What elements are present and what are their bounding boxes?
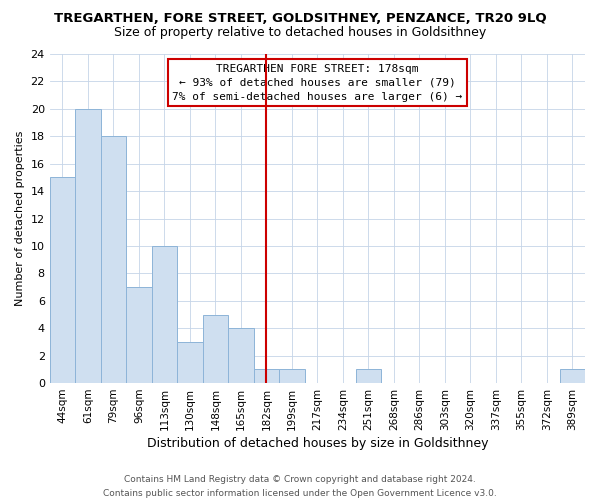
- Bar: [75, 109, 101, 383]
- Bar: [177, 342, 203, 383]
- X-axis label: Distribution of detached houses by size in Goldsithney: Distribution of detached houses by size …: [146, 437, 488, 450]
- Bar: [101, 136, 126, 383]
- Text: TREGARTHEN, FORE STREET, GOLDSITHNEY, PENZANCE, TR20 9LQ: TREGARTHEN, FORE STREET, GOLDSITHNEY, PE…: [53, 12, 547, 26]
- Bar: [203, 314, 228, 383]
- Bar: [560, 370, 585, 383]
- Bar: [126, 287, 152, 383]
- Bar: [152, 246, 177, 383]
- Bar: [228, 328, 254, 383]
- Bar: [356, 370, 381, 383]
- Text: Size of property relative to detached houses in Goldsithney: Size of property relative to detached ho…: [114, 26, 486, 39]
- Bar: [254, 370, 279, 383]
- Text: Contains HM Land Registry data © Crown copyright and database right 2024.
Contai: Contains HM Land Registry data © Crown c…: [103, 476, 497, 498]
- Bar: [279, 370, 305, 383]
- Text: TREGARTHEN FORE STREET: 178sqm
← 93% of detached houses are smaller (79)
7% of s: TREGARTHEN FORE STREET: 178sqm ← 93% of …: [172, 64, 463, 102]
- Y-axis label: Number of detached properties: Number of detached properties: [15, 131, 25, 306]
- Bar: [50, 178, 75, 383]
